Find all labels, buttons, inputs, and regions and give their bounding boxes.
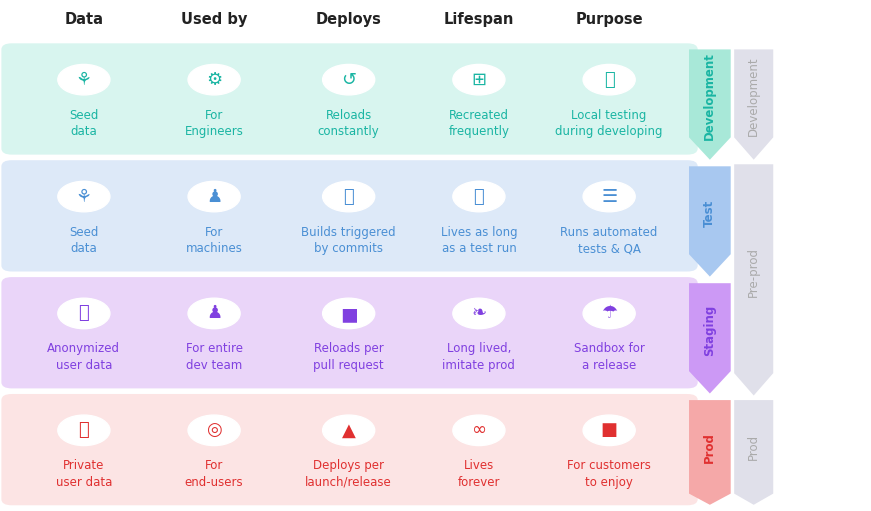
Text: Reloads
constantly: Reloads constantly [318, 109, 380, 138]
Text: Prod: Prod [747, 434, 760, 460]
Text: ⚘: ⚘ [76, 188, 92, 205]
Text: ⛷: ⛷ [604, 71, 615, 88]
Text: Development: Development [747, 57, 760, 136]
Polygon shape [734, 50, 773, 160]
Polygon shape [689, 400, 731, 505]
Text: ■: ■ [601, 422, 618, 439]
Text: ⊞: ⊞ [471, 71, 487, 88]
Text: Sandbox for
a release: Sandbox for a release [574, 342, 645, 372]
Text: For entire
dev team: For entire dev team [186, 342, 243, 372]
Text: For
machines: For machines [186, 225, 242, 255]
Text: Deploys: Deploys [316, 12, 381, 27]
Circle shape [57, 181, 110, 212]
Text: ⛔: ⛔ [78, 305, 89, 322]
Text: Long lived,
imitate prod: Long lived, imitate prod [442, 342, 516, 372]
Text: Lifespan: Lifespan [443, 12, 514, 27]
Circle shape [453, 181, 505, 212]
Text: For
Engineers: For Engineers [185, 109, 244, 138]
Circle shape [188, 415, 240, 446]
Text: For
end-users: For end-users [185, 459, 243, 489]
Text: ☂: ☂ [601, 305, 618, 322]
Circle shape [57, 298, 110, 329]
Text: Reloads per
pull request: Reloads per pull request [314, 342, 384, 372]
Text: Staging: Staging [704, 305, 716, 356]
Circle shape [322, 181, 375, 212]
Circle shape [188, 64, 240, 95]
Circle shape [453, 415, 505, 446]
Polygon shape [734, 400, 773, 505]
Text: ▆: ▆ [341, 305, 355, 322]
Polygon shape [689, 166, 731, 276]
Text: Pre-prod: Pre-prod [747, 247, 760, 297]
Text: Purpose: Purpose [576, 12, 643, 27]
Text: Recreated
frequently: Recreated frequently [449, 109, 510, 138]
Text: Lives
forever: Lives forever [457, 459, 500, 489]
Text: Builds triggered
by commits: Builds triggered by commits [301, 225, 396, 255]
Circle shape [583, 181, 635, 212]
Text: Seed
data: Seed data [69, 109, 98, 138]
Circle shape [322, 64, 375, 95]
Circle shape [453, 298, 505, 329]
Text: ⏱: ⏱ [474, 188, 484, 205]
Polygon shape [689, 283, 731, 393]
Text: Development: Development [704, 53, 716, 141]
Text: Local testing
during developing: Local testing during developing [556, 109, 663, 138]
FancyBboxPatch shape [2, 43, 698, 155]
Polygon shape [689, 50, 731, 160]
Text: ⚙: ⚙ [206, 71, 222, 88]
Text: Prod: Prod [704, 432, 716, 462]
Text: Data: Data [64, 12, 104, 27]
Circle shape [57, 415, 110, 446]
Text: ▲: ▲ [341, 422, 355, 439]
Text: Deploys per
launch/release: Deploys per launch/release [306, 459, 392, 489]
Text: Test: Test [704, 200, 716, 227]
Text: ⚘: ⚘ [76, 71, 92, 88]
Text: ↺: ↺ [341, 71, 356, 88]
Text: ♟: ♟ [206, 305, 222, 322]
Circle shape [188, 298, 240, 329]
FancyBboxPatch shape [2, 394, 698, 505]
Text: For customers
to enjoy: For customers to enjoy [567, 459, 652, 489]
Text: ∞: ∞ [471, 422, 486, 439]
Text: ☰: ☰ [601, 188, 618, 205]
Circle shape [583, 415, 635, 446]
Text: Private
user data: Private user data [56, 459, 112, 489]
Circle shape [583, 64, 635, 95]
FancyBboxPatch shape [2, 160, 698, 271]
Polygon shape [734, 164, 773, 396]
Text: Lives as long
as a test run: Lives as long as a test run [441, 225, 517, 255]
Circle shape [322, 298, 375, 329]
Text: Runs automated
tests & QA: Runs automated tests & QA [560, 225, 658, 255]
Circle shape [188, 181, 240, 212]
Circle shape [453, 64, 505, 95]
FancyBboxPatch shape [2, 277, 698, 388]
Text: Anonymized
user data: Anonymized user data [47, 342, 120, 372]
Text: ❧: ❧ [471, 305, 487, 322]
Text: Seed
data: Seed data [69, 225, 98, 255]
Circle shape [322, 415, 375, 446]
Text: ⌚: ⌚ [343, 188, 354, 205]
Text: ◎: ◎ [206, 422, 222, 439]
Text: ⚿: ⚿ [78, 422, 89, 439]
Circle shape [583, 298, 635, 329]
Text: Used by: Used by [181, 12, 247, 27]
Circle shape [57, 64, 110, 95]
Text: ♟: ♟ [206, 188, 222, 205]
